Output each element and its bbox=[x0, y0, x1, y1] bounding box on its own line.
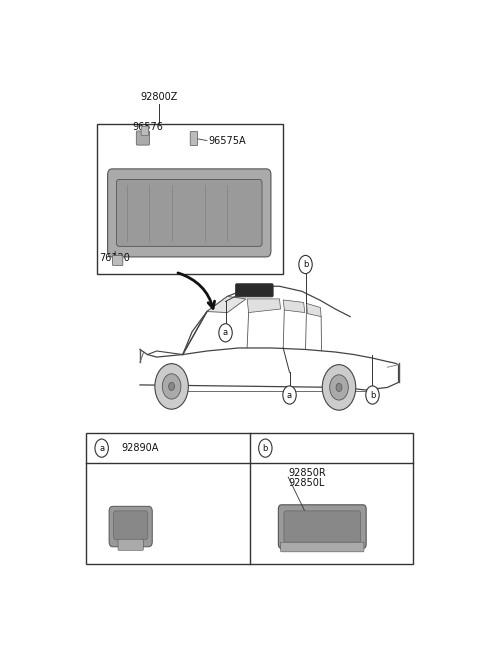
Text: 96576: 96576 bbox=[132, 122, 163, 132]
Circle shape bbox=[259, 439, 272, 457]
FancyBboxPatch shape bbox=[117, 179, 262, 246]
Text: b: b bbox=[263, 443, 268, 453]
FancyBboxPatch shape bbox=[278, 505, 366, 549]
Circle shape bbox=[366, 386, 379, 404]
Text: a: a bbox=[99, 443, 104, 453]
FancyBboxPatch shape bbox=[112, 256, 123, 265]
Polygon shape bbox=[283, 300, 305, 313]
Circle shape bbox=[336, 384, 342, 392]
Circle shape bbox=[162, 374, 181, 399]
FancyBboxPatch shape bbox=[284, 511, 360, 542]
Text: a: a bbox=[287, 390, 292, 399]
FancyBboxPatch shape bbox=[190, 131, 198, 146]
FancyBboxPatch shape bbox=[236, 284, 273, 297]
FancyBboxPatch shape bbox=[108, 169, 271, 257]
Circle shape bbox=[155, 364, 188, 409]
Circle shape bbox=[283, 386, 296, 404]
FancyBboxPatch shape bbox=[109, 507, 152, 547]
Text: 76120: 76120 bbox=[100, 254, 131, 263]
Text: b: b bbox=[370, 390, 375, 399]
FancyBboxPatch shape bbox=[97, 124, 283, 273]
Circle shape bbox=[219, 324, 232, 342]
FancyBboxPatch shape bbox=[136, 131, 150, 145]
FancyBboxPatch shape bbox=[141, 126, 148, 135]
FancyBboxPatch shape bbox=[118, 539, 144, 551]
Circle shape bbox=[168, 382, 175, 390]
Text: 92890A: 92890A bbox=[121, 443, 159, 453]
Polygon shape bbox=[207, 296, 246, 313]
Polygon shape bbox=[247, 299, 281, 313]
Text: 92850L: 92850L bbox=[289, 478, 325, 489]
Text: a: a bbox=[223, 328, 228, 337]
Text: 92850R: 92850R bbox=[289, 468, 326, 478]
FancyBboxPatch shape bbox=[114, 511, 148, 539]
FancyBboxPatch shape bbox=[86, 433, 413, 564]
Text: b: b bbox=[303, 260, 308, 269]
Circle shape bbox=[330, 374, 348, 400]
Circle shape bbox=[95, 439, 108, 457]
Text: 96575A: 96575A bbox=[209, 135, 246, 146]
FancyBboxPatch shape bbox=[281, 542, 364, 552]
Circle shape bbox=[299, 256, 312, 273]
Polygon shape bbox=[307, 304, 321, 317]
Text: 92800Z: 92800Z bbox=[140, 91, 177, 102]
Circle shape bbox=[322, 365, 356, 410]
